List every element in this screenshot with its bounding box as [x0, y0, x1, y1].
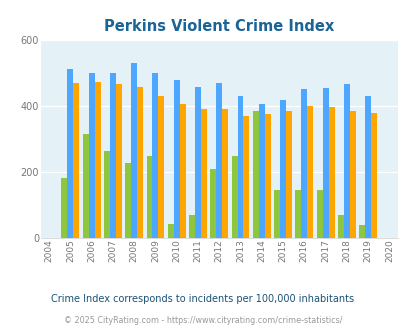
Bar	[146, 156, 152, 238]
Bar	[104, 151, 110, 238]
Bar	[73, 83, 79, 238]
Bar	[173, 80, 179, 238]
Bar	[279, 100, 285, 238]
Bar	[125, 163, 131, 238]
Bar	[343, 84, 349, 238]
Bar	[222, 109, 228, 238]
Text: © 2025 CityRating.com - https://www.cityrating.com/crime-statistics/: © 2025 CityRating.com - https://www.city…	[64, 316, 341, 325]
Bar	[167, 224, 173, 238]
Bar	[258, 104, 264, 238]
Bar	[237, 96, 243, 238]
Bar	[110, 73, 115, 238]
Bar	[349, 111, 355, 238]
Bar	[179, 104, 185, 238]
Bar	[307, 106, 313, 238]
Bar	[285, 111, 291, 238]
Bar	[67, 69, 73, 238]
Bar	[216, 82, 222, 238]
Bar	[364, 96, 370, 238]
Bar	[88, 73, 94, 238]
Bar	[295, 190, 301, 238]
Bar	[200, 109, 207, 238]
Bar	[337, 214, 343, 238]
Bar	[94, 82, 100, 238]
Bar	[316, 190, 322, 238]
Bar	[264, 114, 270, 238]
Bar	[158, 96, 164, 238]
Bar	[210, 169, 216, 238]
Bar	[137, 87, 143, 238]
Bar	[83, 134, 88, 238]
Bar	[189, 214, 194, 238]
Bar	[358, 225, 364, 238]
Bar	[152, 73, 158, 238]
Title: Perkins Violent Crime Index: Perkins Violent Crime Index	[104, 19, 334, 34]
Bar	[243, 116, 249, 238]
Bar	[328, 107, 334, 238]
Bar	[194, 87, 200, 238]
Bar	[301, 89, 307, 238]
Bar	[61, 178, 67, 238]
Bar	[370, 113, 376, 238]
Bar	[131, 63, 137, 238]
Bar	[231, 156, 237, 238]
Bar	[273, 190, 279, 238]
Text: Crime Index corresponds to incidents per 100,000 inhabitants: Crime Index corresponds to incidents per…	[51, 294, 354, 304]
Bar	[322, 88, 328, 238]
Bar	[115, 84, 122, 238]
Bar	[252, 111, 258, 238]
